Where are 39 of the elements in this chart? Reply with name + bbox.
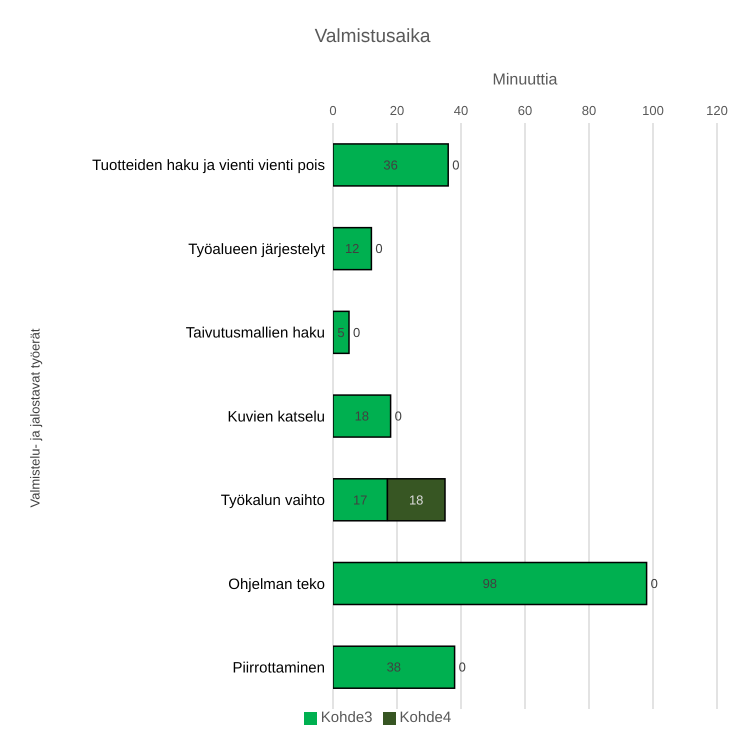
- x-tick-label: 60: [518, 103, 532, 118]
- data-label: 0: [394, 408, 402, 424]
- legend-label: Kohde4: [400, 709, 452, 726]
- data-label: 12: [344, 241, 360, 256]
- data-label: 17: [352, 492, 368, 508]
- y-tick-label: Kuvien katselu: [227, 408, 325, 426]
- bar: [333, 226, 372, 270]
- x-tick-label: 0: [329, 103, 337, 118]
- bar: [333, 143, 449, 187]
- y-axis-title: Valmistelu- ja jalostavat työerät: [28, 328, 42, 508]
- data-label: 0: [458, 660, 466, 675]
- data-label: 36: [383, 157, 398, 172]
- x-tick-label: 20: [390, 103, 404, 118]
- bar: [333, 310, 350, 354]
- y-tick-label: Ohjelman teko: [228, 576, 325, 593]
- x-tick-label: 100: [642, 103, 664, 118]
- data-label: 0: [375, 241, 383, 256]
- y-tick-label: Piirrottaminen: [232, 659, 325, 676]
- data-label: 0: [452, 157, 460, 172]
- data-label: 38: [386, 660, 402, 675]
- x-tick-label: 80: [582, 103, 596, 118]
- y-tick-label: Taivutusmallien haku: [186, 324, 325, 342]
- y-tick-label: Työkalun vaihto: [220, 492, 325, 510]
- y-tick-label: Tuotteiden haku ja vienti vienti pois: [92, 157, 325, 174]
- bar: [333, 394, 392, 438]
- data-label: 5: [337, 324, 345, 340]
- legend-label: Kohde3: [320, 709, 372, 726]
- data-label: 18: [408, 492, 424, 508]
- data-label: 98: [482, 576, 498, 591]
- bar: [333, 562, 648, 606]
- bar: [333, 645, 456, 689]
- x-axis-title: Minuuttia: [492, 71, 558, 88]
- x-tick-label: 40: [454, 103, 468, 118]
- data-label: 0: [650, 576, 658, 591]
- x-tick-label: 120: [706, 103, 728, 118]
- chart-title: Valmistusaika: [314, 26, 432, 48]
- data-label: 18: [354, 408, 370, 424]
- y-tick-label: Työalueen järjestelyt: [188, 240, 326, 258]
- data-label: 0: [353, 324, 360, 340]
